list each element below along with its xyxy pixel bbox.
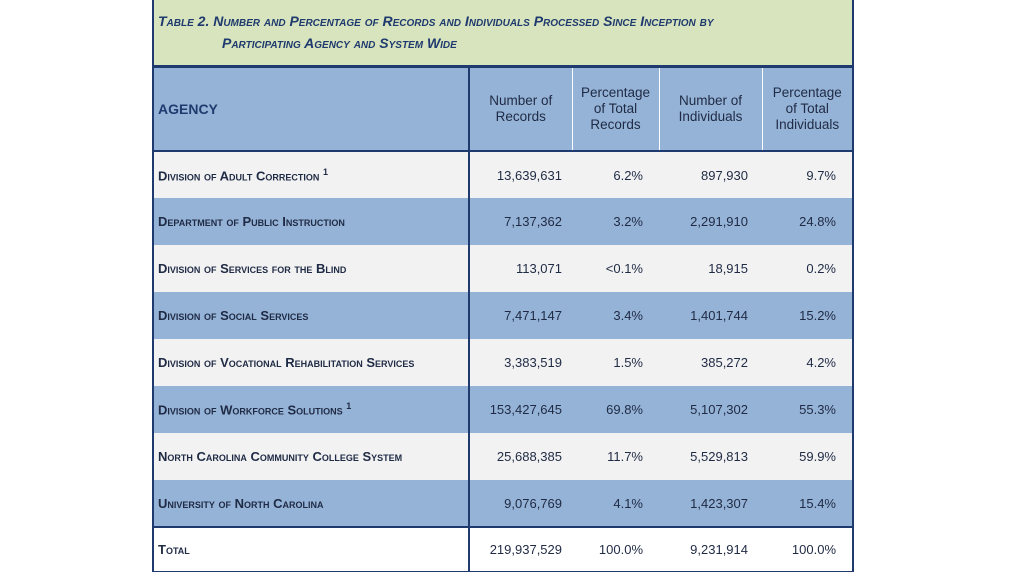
table-row: University of North Carolina 9,076,769 4.1… — [154, 480, 852, 527]
pct-records-cell: 4.1% — [572, 480, 659, 527]
pct-individuals-cell: 4.2% — [762, 339, 852, 386]
total-row: Total 219,937,529 100.0% 9,231,914 100.0… — [154, 526, 852, 571]
footnote-marker: 1 — [346, 401, 352, 412]
caption-line-2: Participating Agency and System Wide — [222, 35, 457, 51]
agency-name: Division of Workforce Solutions — [158, 402, 343, 418]
pct-records-cell: 6.2% — [572, 151, 659, 198]
caption-line-1: Table 2. Number and Percentage of Record… — [158, 13, 714, 29]
agency-cell: University of North Carolina — [154, 480, 470, 527]
agency-name: Division of Adult Correction — [158, 168, 320, 184]
agency-cell: Department of Public Instruction — [154, 198, 470, 245]
agency-cell: Division of Services for the Blind — [154, 245, 470, 292]
individuals-cell: 2,291,910 — [659, 198, 762, 245]
total-records: 219,937,529 — [469, 526, 572, 571]
pct-individuals-cell: 15.4% — [762, 480, 852, 527]
agency-cell: Division of Adult Correction 1 — [154, 151, 470, 198]
individuals-cell: 1,423,307 — [659, 480, 762, 527]
individuals-cell: 1,401,744 — [659, 292, 762, 339]
agency-cell: Division of Workforce Solutions 1 — [154, 386, 470, 433]
records-cell: 7,137,362 — [469, 198, 572, 245]
header-individuals: Number of Individuals — [659, 68, 763, 151]
pct-records-cell: 3.4% — [572, 292, 659, 339]
table-row: Division of Social Services 7,471,147 3.4%… — [154, 292, 852, 339]
agency-name: Department of Public Instruction — [158, 214, 345, 229]
records-cell: 153,427,645 — [469, 386, 572, 433]
pct-records-cell: 3.2% — [572, 198, 659, 245]
records-cell: 113,071 — [469, 245, 572, 292]
records-cell: 3,383,519 — [469, 339, 572, 386]
individuals-cell: 897,930 — [659, 151, 762, 198]
total-pct-records: 100.0% — [572, 526, 659, 571]
pct-records-cell: 1.5% — [572, 339, 659, 386]
pct-individuals-cell: 55.3% — [762, 386, 852, 433]
pct-individuals-cell: 15.2% — [762, 292, 852, 339]
agency-cell: North Carolina Community College System — [154, 433, 470, 480]
header-pct-individuals: Percentage of Total Individuals — [762, 68, 852, 151]
records-table-container: Table 2. Number and Percentage of Record… — [152, 0, 854, 572]
pct-individuals-cell: 24.8% — [762, 198, 852, 245]
table-row: Division of Adult Correction 1 13,639,631… — [154, 151, 852, 198]
pct-records-cell: 11.7% — [572, 433, 659, 480]
table-row: Department of Public Instruction 7,137,36… — [154, 198, 852, 245]
header-row: AGENCY Number of Records Percentage of T… — [154, 68, 852, 151]
pct-individuals-cell: 59.9% — [762, 433, 852, 480]
individuals-cell: 5,529,813 — [659, 433, 762, 480]
agency-name: Division of Vocational Rehabilitation Se… — [158, 355, 415, 370]
individuals-cell: 18,915 — [659, 245, 762, 292]
records-cell: 25,688,385 — [469, 433, 572, 480]
agency-name: Division of Services for the Blind — [158, 261, 347, 276]
header-agency: AGENCY — [154, 68, 470, 151]
table-row: North Carolina Community College System 2… — [154, 433, 852, 480]
agency-name: University of North Carolina — [158, 495, 324, 511]
total-label: Total — [154, 526, 470, 571]
records-table: AGENCY Number of Records Percentage of T… — [154, 68, 852, 571]
header-pct-records: Percentage of Total Records — [572, 68, 660, 151]
records-cell: 9,076,769 — [469, 480, 572, 527]
table-row: Division of Vocational Rehabilitation Se… — [154, 339, 852, 386]
records-cell: 7,471,147 — [469, 292, 572, 339]
agency-cell: Division of Vocational Rehabilitation Se… — [154, 339, 470, 386]
agency-name: Division of Social Services — [158, 308, 309, 323]
pct-records-cell: 69.8% — [572, 386, 659, 433]
agency-name: North Carolina Community College System — [158, 449, 403, 464]
individuals-cell: 385,272 — [659, 339, 762, 386]
footnote-marker: 1 — [322, 166, 328, 177]
records-cell: 13,639,631 — [469, 151, 572, 198]
total-individuals: 9,231,914 — [659, 526, 762, 571]
pct-individuals-cell: 0.2% — [762, 245, 852, 292]
table-caption: Table 2. Number and Percentage of Record… — [154, 0, 852, 68]
table-row: Division of Services for the Blind 113,07… — [154, 245, 852, 292]
pct-individuals-cell: 9.7% — [762, 151, 852, 198]
table-row: Division of Workforce Solutions 1 153,427… — [154, 386, 852, 433]
table-body: Division of Adult Correction 1 13,639,631… — [154, 151, 852, 527]
agency-cell: Division of Social Services — [154, 292, 470, 339]
header-records: Number of Records — [469, 68, 573, 151]
individuals-cell: 5,107,302 — [659, 386, 762, 433]
pct-records-cell: <0.1% — [572, 245, 659, 292]
total-pct-individuals: 100.0% — [762, 526, 852, 571]
